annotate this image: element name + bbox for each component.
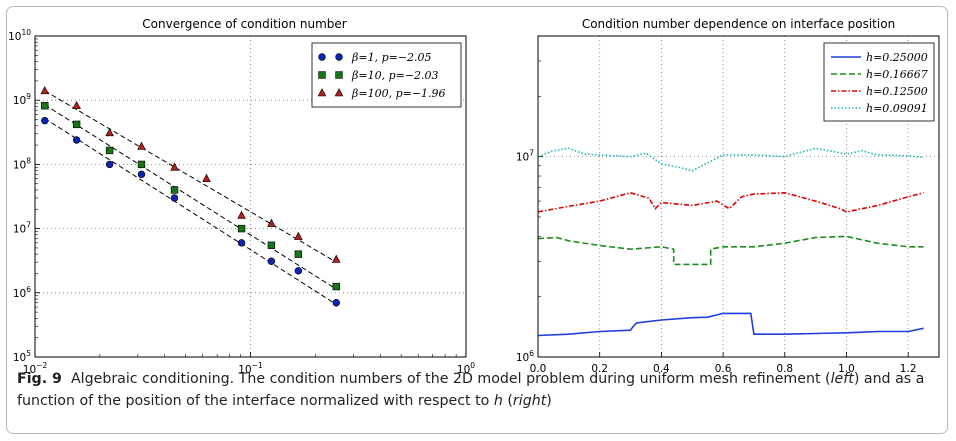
left-fit-line	[44, 104, 337, 290]
left-data-point-square	[41, 102, 49, 110]
right-series-line-solid	[537, 312, 924, 337]
left-y-tick-label: 1010	[8, 28, 31, 43]
right-plot-frame	[537, 35, 940, 358]
left-x-tick-label: 10−1	[238, 361, 263, 376]
left-y-tick-label: 108	[13, 156, 31, 171]
right-series-line-dashed	[537, 235, 924, 266]
left-data-point-square	[170, 186, 179, 194]
left-y-tick-label: 107	[13, 221, 31, 236]
left-plot-frame	[34, 35, 467, 358]
left-data-point-circle	[137, 170, 146, 179]
left-data-point-square	[137, 160, 146, 169]
right-y-tick-label: 107	[516, 149, 534, 164]
left-chart-title: Convergence of condition number	[142, 17, 347, 31]
left-legend-marker	[318, 71, 326, 79]
left-x-tick-label: 10−2	[23, 361, 48, 376]
right-x-tick-label: 0.0	[530, 363, 547, 375]
caption-text-1: Algebraic conditioning. The condition nu…	[70, 371, 831, 387]
caption-text-3: ) and as a function of the position of t…	[17, 371, 925, 409]
left-data-point-triangle	[170, 162, 179, 171]
left-fit-line	[44, 118, 337, 305]
right-legend-label: h=0.12500	[866, 85, 928, 98]
left-data-point-triangle	[105, 128, 114, 137]
left-data-point-square	[267, 241, 276, 249]
left-data-point-triangle	[294, 231, 303, 240]
right-x-tick-label: 0.4	[653, 363, 670, 375]
left-data-point-triangle	[202, 173, 211, 182]
caption-text-7: )	[546, 393, 552, 409]
right-x-tick-label: 1.0	[838, 363, 855, 375]
right-y-tick-label: 106	[516, 349, 534, 364]
right-x-tick-label: 0.6	[715, 363, 732, 375]
caption-text-6: right	[512, 393, 547, 409]
left-data-point-square	[72, 120, 81, 129]
left-data-point-triangle	[72, 100, 81, 110]
right-series-line-dotted	[537, 147, 924, 172]
left-y-tick-label: 109	[13, 92, 31, 107]
caption-label: Fig. 9	[17, 371, 62, 387]
left-data-point-triangle	[331, 254, 341, 263]
caption-text-5: (	[502, 393, 513, 409]
left-x-tick-label: 100	[457, 361, 475, 376]
right-x-tick-label: 0.2	[591, 363, 608, 375]
left-data-point-circle	[267, 257, 276, 265]
left-data-point-triangle	[267, 218, 276, 227]
caption-text-2: left	[830, 371, 854, 387]
right-x-tick-label: 0.8	[776, 363, 793, 375]
left-data-point-triangle	[40, 85, 50, 95]
left-legend-marker	[318, 53, 326, 61]
right-chart-title: Condition number dependence on interface…	[582, 17, 895, 31]
left-data-point-circle	[294, 267, 303, 275]
left-data-point-square	[105, 146, 114, 155]
right-x-tick-label: 1.2	[900, 363, 917, 375]
left-data-point-triangle	[137, 141, 146, 150]
left-data-point-square	[332, 282, 340, 291]
figure-frame	[6, 6, 948, 434]
right-series-line-dashdot	[537, 191, 924, 213]
left-legend-marker	[334, 88, 344, 97]
left-legend-marker	[317, 88, 327, 97]
left-data-point-square	[294, 250, 303, 258]
left-data-point-circle	[170, 194, 179, 202]
left-legend-label: β=10, p=−2.03	[351, 69, 439, 82]
left-y-tick-label: 105	[13, 349, 31, 364]
right-legend-label: h=0.16667	[866, 68, 928, 81]
left-data-point-circle	[41, 116, 49, 125]
left-data-point-square	[237, 224, 246, 233]
left-legend-marker	[335, 71, 343, 79]
left-data-point-circle	[72, 136, 81, 144]
left-fit-line	[44, 90, 337, 263]
right-legend-label: h=0.09091	[866, 102, 928, 115]
left-data-point-triangle	[237, 210, 246, 219]
left-legend-label: β=1, p=−2.05	[351, 51, 432, 64]
left-legend-label: β=100, p=−1.96	[351, 87, 446, 100]
figure-caption: Fig. 9 Algebraic conditioning. The condi…	[17, 368, 937, 412]
caption-text-4: h	[493, 393, 503, 409]
left-data-point-circle	[332, 299, 340, 307]
left-legend-marker	[335, 53, 343, 61]
right-legend-label: h=0.25000	[866, 51, 928, 64]
left-data-point-circle	[237, 239, 246, 247]
left-data-point-circle	[105, 160, 114, 169]
left-y-tick-label: 106	[13, 285, 31, 300]
